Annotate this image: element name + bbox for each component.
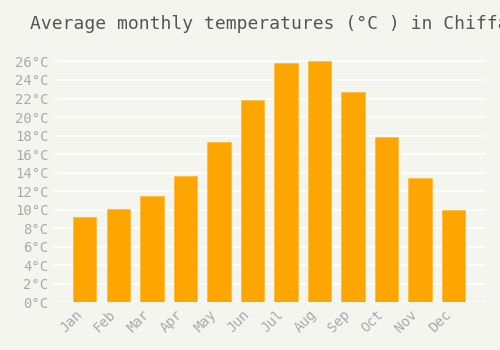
- Bar: [408, 178, 432, 302]
- Bar: [274, 63, 297, 302]
- Bar: [442, 210, 466, 302]
- Bar: [308, 62, 331, 302]
- Bar: [207, 142, 231, 302]
- Bar: [73, 217, 96, 302]
- Bar: [342, 92, 365, 302]
- Bar: [375, 136, 398, 302]
- Title: Average monthly temperatures (°C ) in Chiffa: Average monthly temperatures (°C ) in Ch…: [30, 15, 500, 33]
- Bar: [106, 209, 130, 302]
- Bar: [174, 176, 197, 302]
- Bar: [240, 100, 264, 302]
- Bar: [140, 196, 164, 302]
